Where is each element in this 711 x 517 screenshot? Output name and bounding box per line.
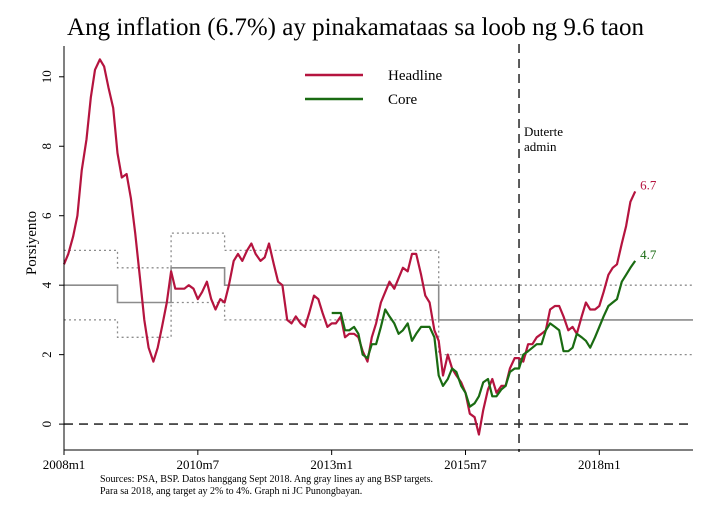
y-tick-label: 4: [39, 281, 54, 288]
chart-title: Ang inflation (6.7%) ay pinakamataas sa …: [67, 14, 644, 41]
x-tick-label: 2015m7: [444, 457, 487, 472]
y-tick-label: 8: [39, 143, 54, 150]
source-note: Sources: PSA, BSP. Datos hanggang Sept 2…: [100, 474, 433, 498]
y-tick-label: 0: [39, 421, 54, 428]
headline-series-line: [62, 58, 637, 436]
y-tick-label: 10: [39, 70, 54, 83]
y-axis-label: Porsiyento: [24, 211, 40, 275]
core-end-label: 4.7: [640, 247, 657, 262]
legend-label-core: Core: [388, 92, 418, 108]
x-tick-label: 2010m7: [177, 457, 220, 472]
vline-label: Duterte: [524, 124, 563, 139]
y-tick-label: 6: [39, 212, 54, 219]
target-upper-line: [64, 232, 693, 286]
x-tick-label: 2013m1: [310, 457, 353, 472]
y-tick-label: 2: [39, 351, 54, 358]
source-note-line: Sources: PSA, BSP. Datos hanggang Sept 2…: [100, 474, 434, 485]
x-tick-label: 2008m1: [43, 457, 86, 472]
headline-end-label: 6.7: [640, 177, 657, 192]
target-lower-line: [64, 301, 693, 356]
vline-label: admin: [524, 139, 557, 154]
target-mid-line: [64, 266, 693, 321]
core-series-line: [331, 260, 637, 408]
x-tick-label: 2018m1: [578, 457, 621, 472]
legend-label-headline: Headline: [388, 68, 442, 84]
source-note-line: Para sa 2018, ang target ay 2% to 4%. Gr…: [100, 486, 363, 497]
